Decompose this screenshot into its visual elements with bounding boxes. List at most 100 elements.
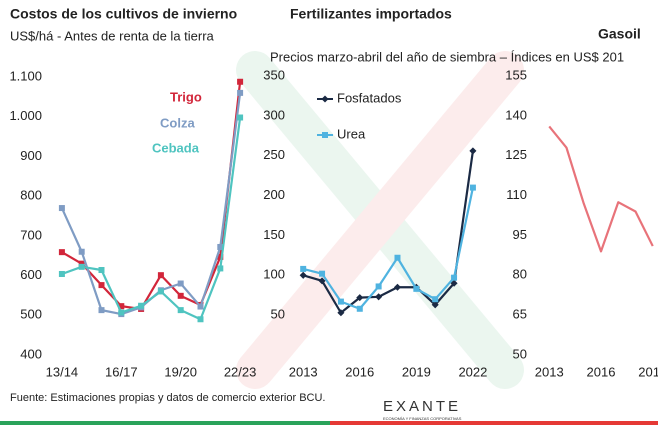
marker (337, 309, 345, 317)
legend-label: Cebada (152, 140, 200, 155)
y-tick-label: 50 (513, 346, 527, 361)
marker (78, 248, 85, 255)
chart-title: Costos de los cultivos de invierno (10, 6, 237, 22)
y-tick-label: 110 (506, 187, 527, 202)
footer-stripe (330, 421, 658, 425)
y-tick-label: 300 (263, 107, 285, 122)
chart-subtitle: US$/há - Antes de renta de la tierra (10, 28, 215, 43)
marker (394, 254, 401, 261)
marker (451, 274, 458, 281)
watermark-stroke (236, 51, 524, 389)
marker (58, 270, 65, 277)
y-tick-label: 350 (263, 67, 285, 82)
marker (197, 316, 204, 323)
y-tick-label: 50 (271, 307, 285, 322)
chart-title: Gasoil (598, 26, 641, 42)
x-tick-label: 2019 (638, 364, 658, 379)
y-tick-label: 900 (20, 148, 42, 163)
marker (237, 89, 244, 96)
marker (375, 283, 382, 290)
y-tick-label: 1.100 (9, 68, 42, 83)
marker (299, 271, 307, 279)
watermark-stroke (236, 51, 524, 389)
marker (300, 265, 307, 272)
marker (197, 303, 204, 310)
series-line (302, 187, 474, 310)
series-line (61, 117, 242, 321)
marker (337, 298, 344, 305)
marker (393, 283, 402, 291)
y-tick-label: 500 (20, 307, 42, 322)
marker (58, 249, 65, 256)
x-tick-label: 2013 (535, 364, 564, 379)
y-tick-label: 200 (263, 187, 285, 202)
marker (177, 280, 184, 287)
marker (118, 303, 125, 310)
logo-tagline: ECONOMÍA Y FINANZAS CORPORATIVAS (383, 416, 462, 421)
marker (78, 260, 85, 267)
footer-stripe (0, 421, 330, 425)
y-tick-label: 400 (20, 346, 42, 361)
x-tick-label: 13/14 (46, 364, 79, 379)
marker (118, 309, 125, 316)
y-tick-label: 1.000 (9, 108, 42, 123)
chart-title: Fertilizantes importados (290, 6, 452, 22)
logo: EXANTE (383, 398, 461, 415)
y-tick-label: 150 (263, 227, 285, 242)
source-note: Fuente: Estimaciones propias y datos de … (10, 392, 325, 404)
x-tick-label: 19/20 (164, 364, 197, 379)
marker (431, 301, 439, 309)
x-tick-label: 22/23 (224, 364, 257, 379)
x-tick-label: 2016 (345, 364, 374, 379)
series-line (302, 150, 475, 314)
legend-marker (321, 95, 329, 103)
x-tick-label: 2016 (587, 364, 616, 379)
marker (98, 267, 105, 274)
marker (413, 285, 420, 292)
x-tick-label: 16/17 (105, 364, 138, 379)
marker (217, 265, 224, 272)
x-tick-label: 2022 (458, 364, 487, 379)
y-tick-label: 80 (513, 267, 527, 282)
marker (138, 302, 145, 309)
legend-label: Urea (337, 126, 366, 141)
marker (237, 78, 244, 85)
marker (356, 294, 364, 302)
y-tick-label: 95 (513, 227, 527, 242)
marker (78, 263, 85, 270)
y-tick-label: 600 (20, 267, 42, 282)
series-line (60, 92, 242, 316)
y-tick-label: 800 (20, 188, 42, 203)
marker (98, 307, 105, 314)
series-line (548, 125, 654, 253)
marker (237, 114, 244, 121)
marker (157, 288, 164, 295)
marker (432, 296, 439, 303)
y-tick-label: 250 (263, 147, 285, 162)
marker (375, 293, 383, 301)
marker (58, 205, 65, 212)
marker (450, 279, 458, 287)
legend-label: Trigo (170, 89, 202, 104)
x-tick-label: 2013 (289, 364, 318, 379)
x-tick-label: 2019 (402, 364, 431, 379)
y-tick-label: 65 (513, 307, 527, 322)
legend-label: Colza (160, 115, 195, 130)
marker (469, 184, 476, 191)
y-tick-label: 140 (505, 107, 527, 122)
y-tick-label: 155 (505, 67, 527, 82)
marker (217, 243, 224, 250)
marker (319, 270, 326, 277)
marker (356, 305, 363, 312)
watermark (236, 51, 524, 389)
marker (177, 307, 184, 314)
marker (98, 282, 105, 289)
marker (318, 277, 326, 285)
marker (469, 147, 477, 155)
marker (177, 292, 184, 299)
marker (217, 253, 224, 260)
marker (157, 272, 164, 279)
chart-subtitle: Precios marzo-abril del año de siembra –… (270, 49, 624, 64)
